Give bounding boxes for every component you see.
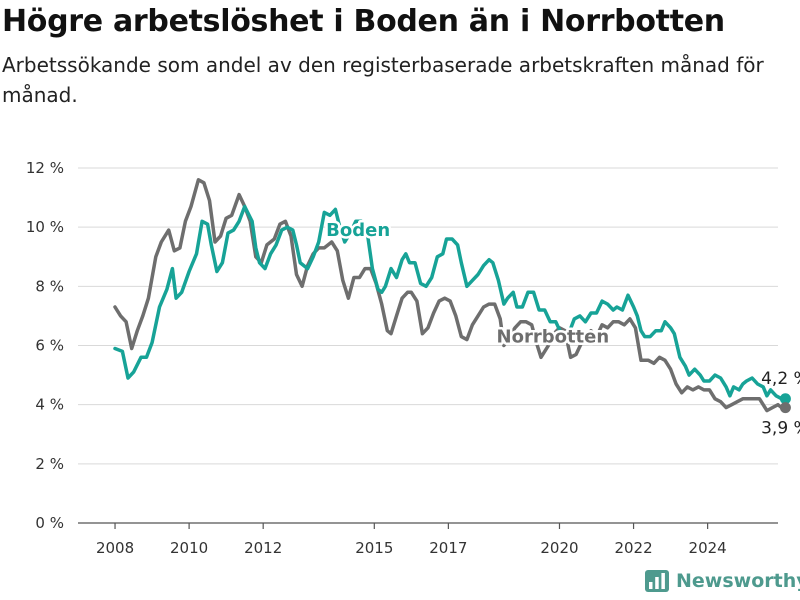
y-axis-ticks: 0 % 2 % 4 % 6 % 8 % 10 % 12 % xyxy=(26,159,64,532)
y-tick-label: 2 % xyxy=(35,455,64,473)
y-tick-label: 10 % xyxy=(26,218,64,236)
x-axis-ticks: 2008 2010 2012 2015 2017 2020 2022 2024 xyxy=(96,523,727,557)
end-value-label-norrbotten: 3,9 % xyxy=(761,419,800,439)
x-tick-label: 2010 xyxy=(170,539,208,557)
page-title: Högre arbetslöshet i Boden än i Norrbott… xyxy=(2,4,725,39)
x-tick-label: 2008 xyxy=(96,539,134,557)
brand-logo: Newsworthy xyxy=(645,570,800,592)
y-tick-label: 8 % xyxy=(35,277,64,295)
series-line-norrbotten xyxy=(113,178,788,413)
y-tick-label: 0 % xyxy=(35,514,64,532)
brand-name: Newsworthy xyxy=(676,570,800,592)
x-tick-label: 2022 xyxy=(614,539,652,557)
y-tick-label: 12 % xyxy=(26,159,64,177)
x-tick-label: 2015 xyxy=(355,539,393,557)
end-value-label-boden: 4,2 % xyxy=(761,369,800,389)
x-tick-label: 2017 xyxy=(429,539,467,557)
end-point-boden xyxy=(779,393,791,405)
series-labels: 4,2 % 3,9 % Boden Norrbotten xyxy=(324,218,800,439)
page-subtitle: Arbetssökande som andel av den registerb… xyxy=(2,53,764,107)
series-line-boden xyxy=(113,204,788,401)
bar-chart-logo-icon xyxy=(645,570,669,592)
end-point-norrbotten xyxy=(779,402,791,414)
grid-lines xyxy=(78,167,778,524)
series-lines xyxy=(113,178,788,413)
x-tick-label: 2020 xyxy=(540,539,578,557)
y-tick-label: 4 % xyxy=(35,396,64,414)
series-label-boden: Boden xyxy=(326,220,390,241)
x-tick-label: 2024 xyxy=(689,539,727,557)
series-label-norrbotten: Norrbotten xyxy=(497,327,610,348)
x-tick-label: 2012 xyxy=(244,539,282,557)
y-tick-label: 6 % xyxy=(35,337,64,355)
